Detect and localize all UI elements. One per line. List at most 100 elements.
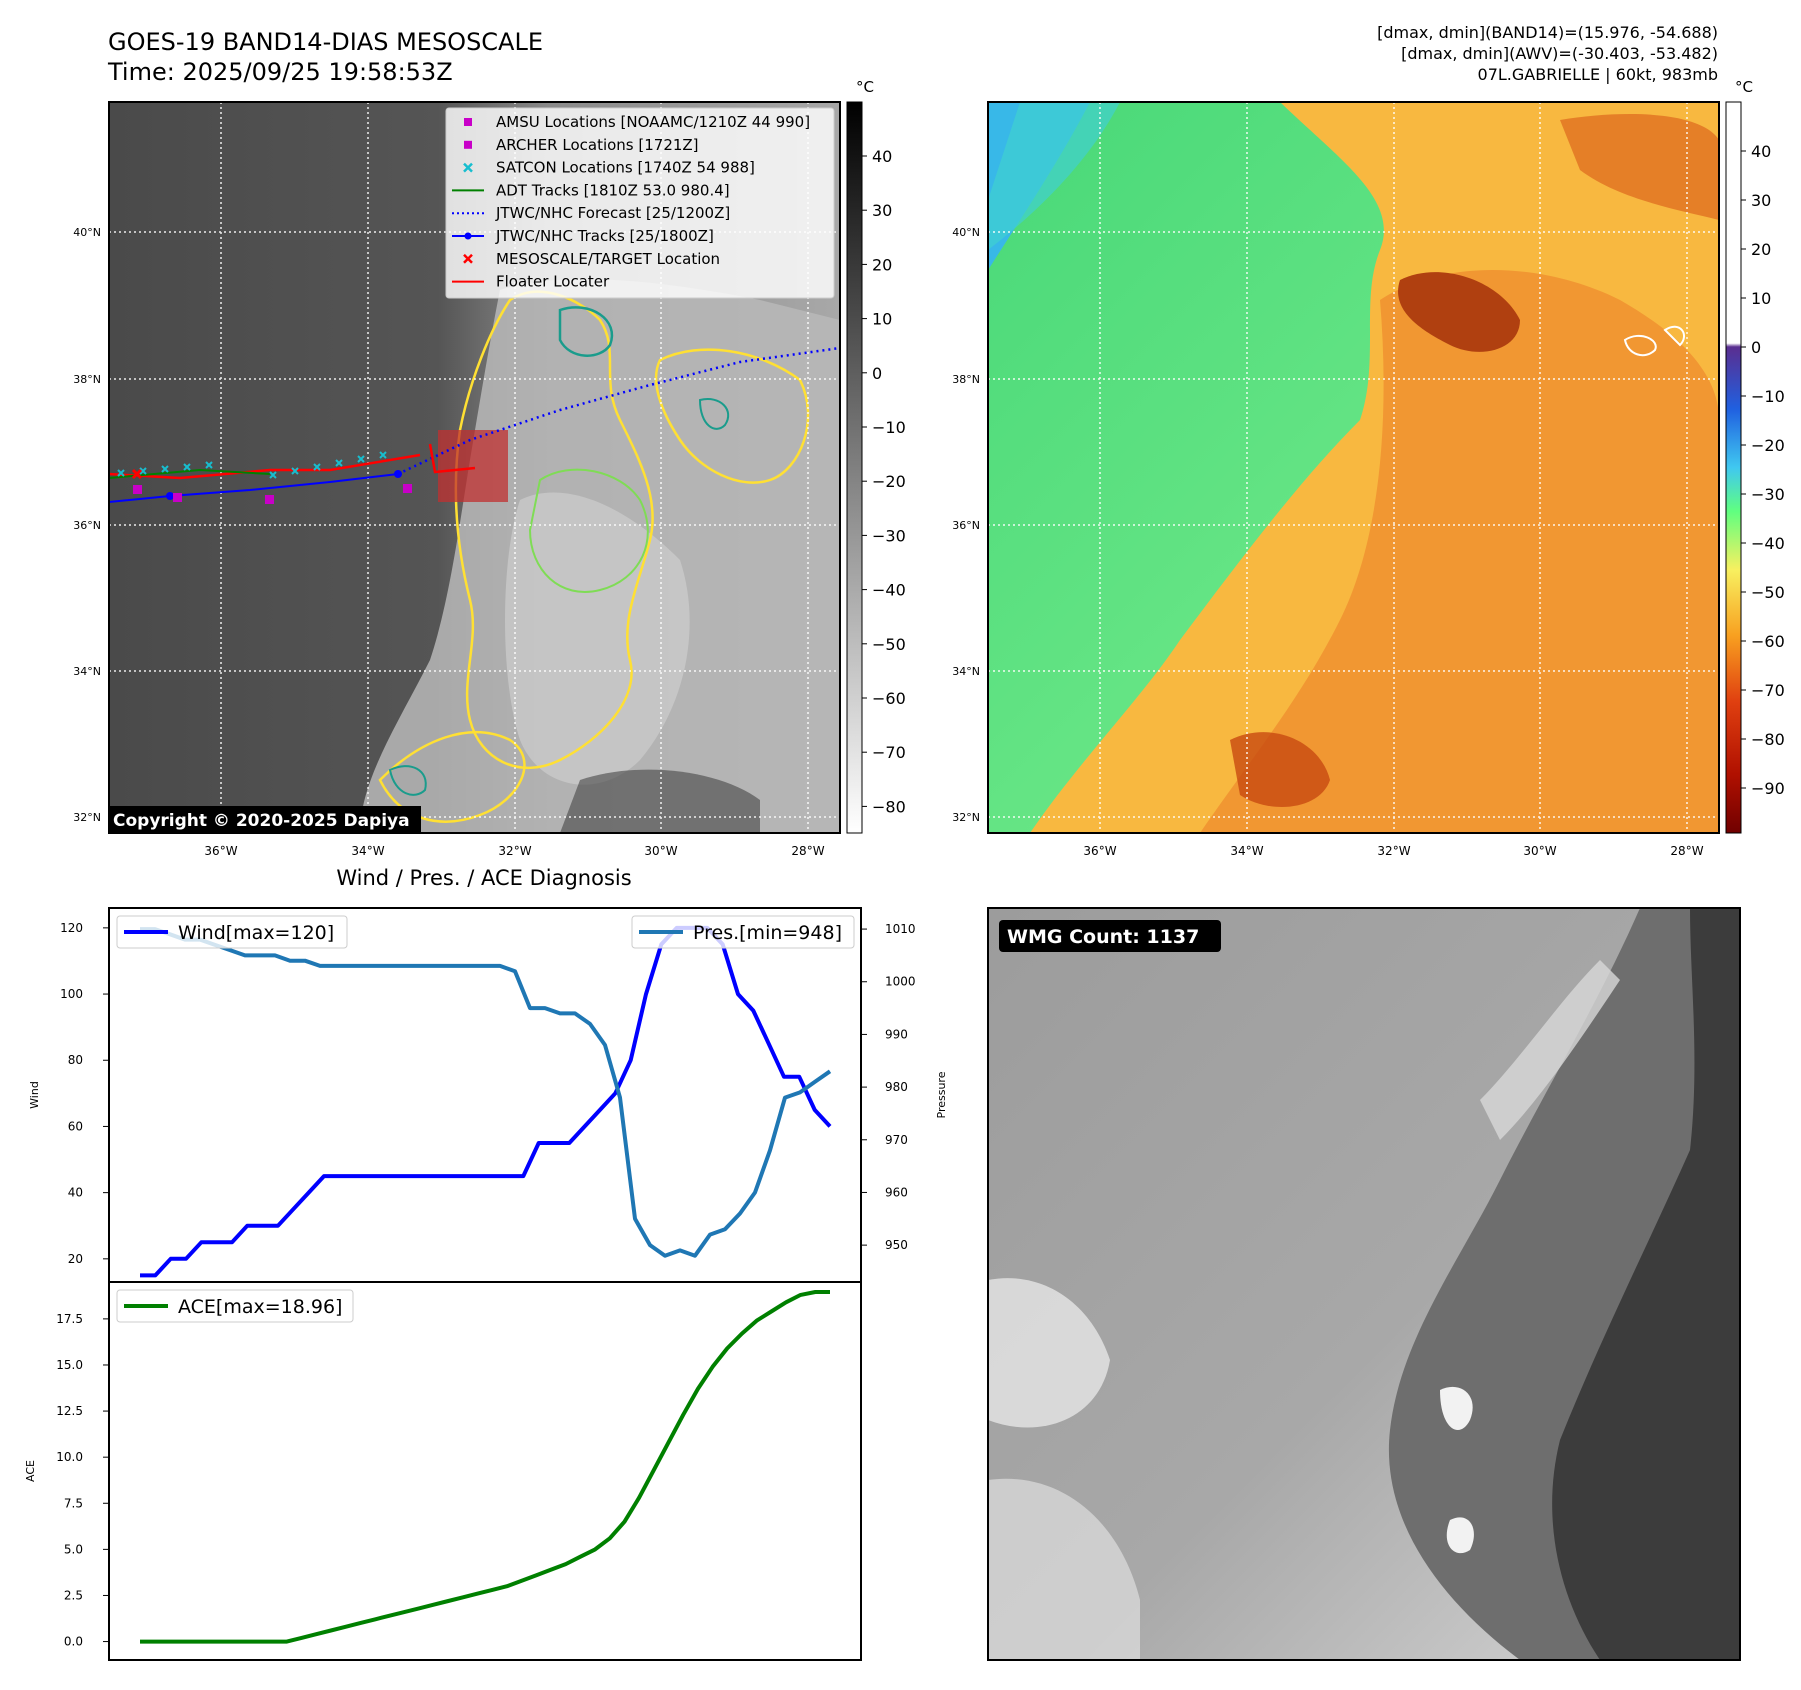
wmg-count-label: WMG Count: 1137 [1007, 926, 1199, 948]
ir-map-panel: AMSU Locations [NOAAMC/1210Z 44 990] ARCH… [108, 101, 841, 834]
wind-tick-label: 60 [68, 1119, 83, 1133]
awv-lon-label: 28°W [1670, 844, 1703, 858]
awv-colorbar-unit: °C [1735, 78, 1753, 96]
awv-colorbar-tick-label: 40 [1751, 142, 1771, 161]
legend-marker [464, 118, 472, 126]
wind-tick-label: 20 [68, 1252, 83, 1266]
stats-band14: [dmax, dmin](BAND14)=(15.976, -54.688) [1377, 23, 1718, 42]
gray-colorbar-tick-label: 30 [872, 201, 892, 220]
figure-time: Time: 2025/09/25 19:58:53Z [107, 58, 453, 86]
stats-awv: [dmax, dmin](AWV)=(-30.403, -53.482) [1401, 44, 1718, 63]
ace-tick-label: 12.5 [56, 1404, 83, 1418]
gray-colorbar-tick-label: −80 [872, 797, 906, 816]
pressure-tick-label: 980 [885, 1080, 908, 1094]
awv-colorbar-tick-label: 10 [1751, 289, 1771, 308]
figure-title: GOES-19 BAND14-DIAS MESOSCALE [108, 28, 543, 56]
pressure-tick-label: 970 [885, 1133, 908, 1147]
ace-tick-label: 5.0 [64, 1542, 83, 1556]
copyright-label: Copyright © 2020-2025 Dapiya [113, 811, 410, 831]
ace-tick-label: 15.0 [56, 1358, 83, 1372]
legend-marker [463, 162, 473, 173]
wind-tick-label: 100 [60, 987, 83, 1001]
awv-lon-label: 34°W [1230, 844, 1263, 858]
awv-colorbar-tick-label: −30 [1751, 485, 1785, 504]
legend-label: JTWC/NHC Tracks [25/1800Z] [495, 227, 714, 245]
wind-axis-label: Wind [28, 1081, 41, 1109]
awv-colorbar-tick-label: −40 [1751, 534, 1785, 553]
ace-axis-label: ACE [24, 1460, 37, 1482]
gray-colorbar-tick-label: 10 [872, 310, 892, 329]
pressure-tick-label: 1010 [885, 922, 916, 936]
ir-lat-label: 36°N [73, 519, 101, 532]
legend-marker [463, 253, 473, 264]
ace-tick-label: 0.0 [64, 1635, 83, 1649]
awv-lon-label: 32°W [1377, 844, 1410, 858]
gray-colorbar-tick-label: −60 [872, 689, 906, 708]
ace-tick-label: 10.0 [56, 1450, 83, 1464]
awv-lat-label: 32°N [952, 811, 980, 824]
gray-colorbar-tick-label: −20 [872, 472, 906, 491]
legend-marker [464, 140, 472, 149]
gray-colorbar: °C 40 30 20 10 0 −10 −20 −30 −40 −50 −60 −70 −80 [846, 78, 906, 834]
gray-colorbar-unit: °C [856, 78, 874, 96]
pressure-tick-label: 1000 [885, 975, 916, 989]
legend-label: JTWC/NHC Forecast [25/1200Z] [495, 204, 730, 222]
ace-tick-label: 2.5 [64, 1588, 83, 1602]
awv-colorbar-tick-label: 0 [1751, 338, 1761, 357]
ace-line [140, 1290, 830, 1644]
awv-lon-label: 30°W [1523, 844, 1556, 858]
ace-tick-label: 7.5 [64, 1496, 83, 1510]
wind-legend-box [116, 915, 348, 949]
wind-legend-label: Wind[max=120] [178, 922, 334, 944]
ir-lon-label: 34°W [351, 844, 384, 858]
ir-lat-label: 32°N [73, 811, 101, 824]
diagnosis-title: Wind / Pres. / ACE Diagnosis [336, 866, 631, 890]
gray-colorbar-tick-label: 40 [872, 147, 892, 166]
gray-colorbar-tick-label: 20 [872, 255, 892, 274]
gray-colorbar-tick-label: −40 [872, 581, 906, 600]
gray-colorbar-tick-label: −50 [872, 635, 906, 654]
ir-lon-label: 32°W [498, 844, 531, 858]
awv-colorbar-tick-label: −80 [1751, 730, 1785, 749]
ir-lat-label: 40°N [73, 226, 101, 239]
awv-colorbar: °C 40 30 20 10 0 −10 −20 −30 −40 −50 −60 −70 −80 −90 [1725, 78, 1785, 834]
ir-lon-label: 36°W [204, 844, 237, 858]
pressure-tick-label: 960 [885, 1185, 908, 1199]
storm-info: 07L.GABRIELLE | 60kt, 983mb [1478, 65, 1718, 84]
awv-lat-label: 36°N [952, 519, 980, 532]
awv-colorbar-tick-label: −20 [1751, 436, 1785, 455]
awv-colorbar-tick-label: 20 [1751, 240, 1771, 259]
legend-label: Floater Locater [496, 273, 610, 291]
ir-lat-label: 38°N [73, 373, 101, 386]
awv-lat-label: 40°N [952, 226, 980, 239]
gray-colorbar-tick-label: −10 [872, 418, 906, 437]
legend-label: AMSU Locations [NOAAMC/1210Z 44 990] [496, 113, 810, 131]
ace-tick-label: 17.5 [56, 1312, 83, 1326]
awv-colorbar-tick-label: −50 [1751, 583, 1785, 602]
pressure-legend-box [631, 915, 855, 949]
wind-tick-label: 120 [60, 921, 83, 935]
wind-tick-label: 80 [68, 1053, 83, 1067]
pressure-line [140, 927, 832, 1258]
ir-lat-label: 34°N [73, 665, 101, 678]
ace-legend-box [116, 1289, 354, 1323]
ir-lon-label: 28°W [791, 844, 824, 858]
ir-lon-label: 30°W [644, 844, 677, 858]
awv-colorbar-tick-label: −90 [1751, 779, 1785, 798]
pressure-axis-label: Pressure [935, 1071, 948, 1118]
pressure-tick-label: 950 [885, 1238, 908, 1252]
legend-label: SATCON Locations [1740Z 54 988] [496, 159, 755, 177]
legend-label: ARCHER Locations [1721Z] [496, 136, 699, 154]
gray-colorbar-tick-label: −30 [872, 526, 906, 545]
pressure-legend-label: Pres.[min=948] [693, 922, 842, 944]
awv-colorbar-tick-label: −10 [1751, 387, 1785, 406]
awv-map-panel [987, 101, 1720, 834]
awv-lat-label: 38°N [952, 373, 980, 386]
gray-colorbar-tick-label: 0 [872, 364, 882, 383]
awv-lat-label: 34°N [952, 665, 980, 678]
awv-colorbar-tick-label: −70 [1751, 681, 1785, 700]
wind-tick-label: 40 [68, 1186, 83, 1200]
legend-label: ADT Tracks [1810Z 53.0 980.4] [496, 181, 730, 199]
ace-legend-label: ACE[max=18.96] [178, 1296, 342, 1318]
